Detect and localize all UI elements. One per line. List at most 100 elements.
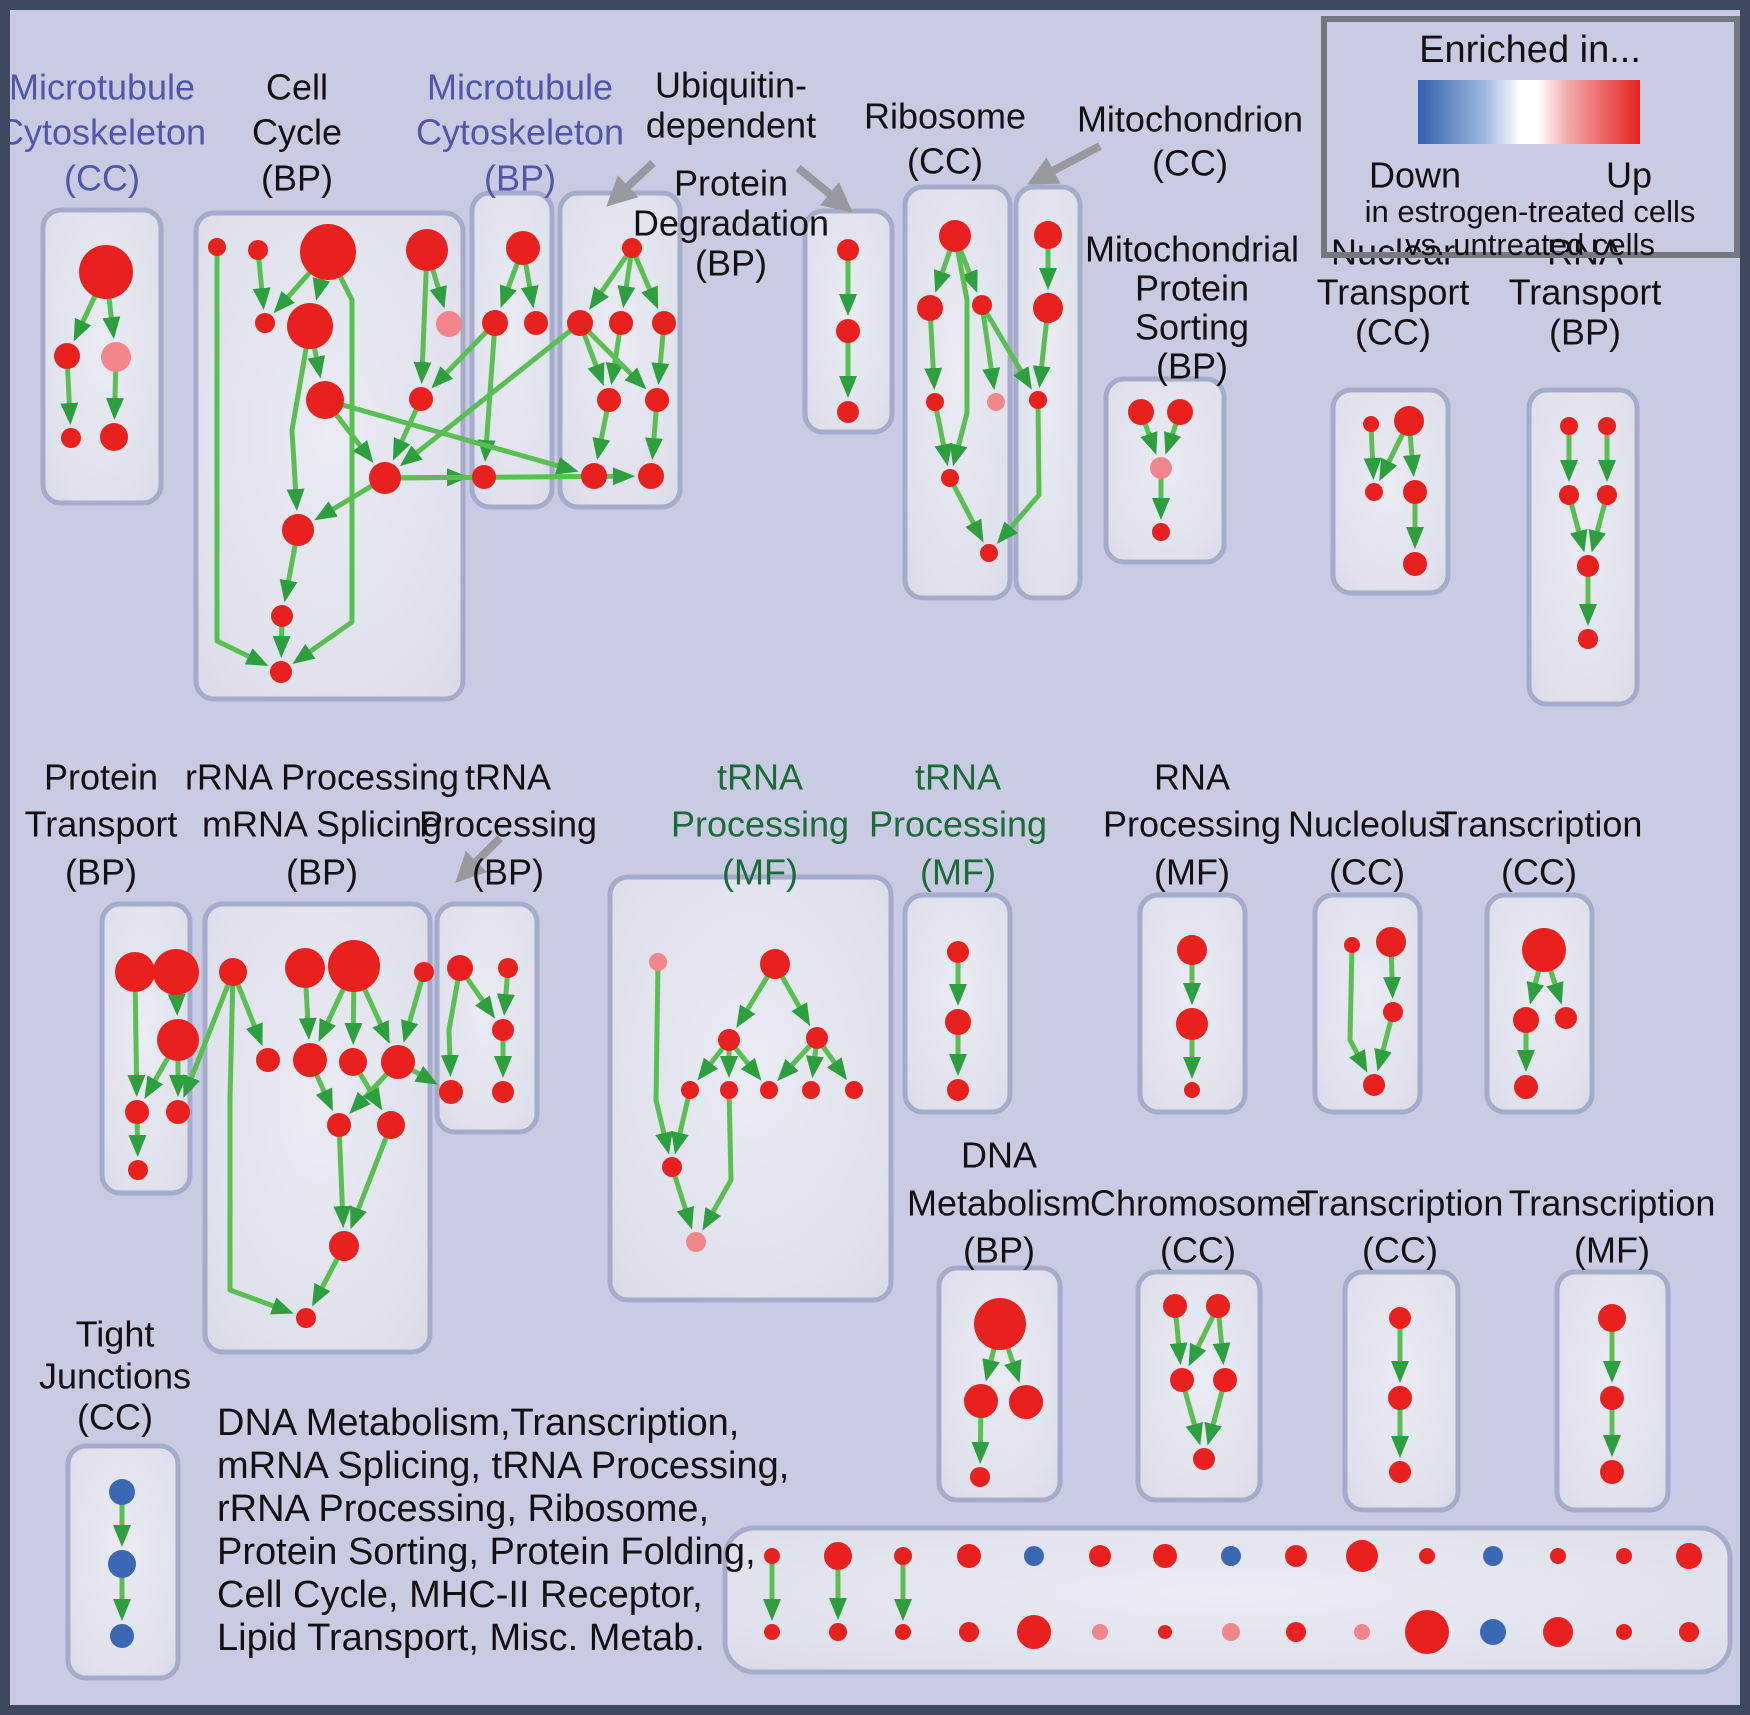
- relation-arrow: [1347, 944, 1368, 1073]
- relation-arrow: [350, 1124, 394, 1230]
- go-term-node-g6l2: [926, 393, 944, 411]
- go-term-node-w1t: [824, 1542, 852, 1570]
- label-line: Sorting: [1135, 307, 1249, 348]
- go-term-node-g9tr: [1394, 406, 1424, 436]
- node-layer: [54, 220, 1702, 1654]
- go-term-node-g4g: [638, 463, 664, 489]
- go-term-node-g17T: [1522, 928, 1566, 972]
- mitochondrion-cc-box: [1013, 184, 1083, 601]
- go-term-node-g9ml: [1365, 483, 1383, 501]
- label-line: Transcription: [1297, 1183, 1504, 1224]
- go-term-node-w2t: [894, 1547, 912, 1565]
- label-line: (CC): [1355, 312, 1431, 353]
- go-term-node-r0: [219, 958, 247, 986]
- relation-arrow: [286, 325, 313, 512]
- go-term-node-w11b: [1480, 1619, 1506, 1645]
- go-term-node-r3: [414, 962, 434, 982]
- go-term-node-g14b3: [760, 1081, 778, 1099]
- go-term-node-w6b: [1158, 1625, 1172, 1639]
- label-mitochondrion-cc: Mitochondrion(CC): [1077, 99, 1303, 184]
- legend-subtitle-1: in estrogen-treated cells: [1365, 194, 1696, 229]
- go-term-node-g18ml: [964, 1384, 998, 1418]
- go-term-node-g18T: [974, 1298, 1026, 1350]
- go-term-node-g11e: [166, 1100, 190, 1124]
- label-line: Processing: [869, 804, 1047, 845]
- go-term-node-w9t: [1346, 1540, 1378, 1572]
- label-protein-transport-bp: Protein Transport (BP): [25, 757, 178, 893]
- relation-arrow: [979, 303, 1032, 390]
- label-line: Protein: [1135, 268, 1249, 309]
- go-term-node-g10b: [1578, 629, 1598, 649]
- go-term-node-w3b: [959, 1622, 979, 1642]
- label-line: (BP): [1156, 346, 1228, 387]
- go-term-node-g11c: [157, 1019, 199, 1061]
- go-term-node-w10t: [1419, 1548, 1435, 1564]
- go-term-node-g5b: [836, 319, 860, 343]
- go-term-node-w8t: [1285, 1545, 1307, 1567]
- cell-cycle-bp-box: [193, 210, 466, 702]
- go-term-node-w4t: [1024, 1546, 1044, 1566]
- go-term-node-g21_1: [1598, 1304, 1626, 1332]
- go-term-node-g17b: [1514, 1075, 1538, 1099]
- go-term-node-c2: [300, 224, 356, 280]
- go-term-node-w8b: [1286, 1622, 1306, 1642]
- label-line: Cytoskeleton: [0, 112, 206, 153]
- go-term-node-g18mr: [1009, 1385, 1043, 1419]
- go-term-node-g5a: [837, 239, 859, 261]
- label-line: (CC): [77, 1397, 153, 1438]
- ribosome-cc-box: [902, 184, 1013, 601]
- go-term-node-g4t: [622, 238, 642, 258]
- label-rrna-processing-mrna-splicing-bp: rRNA Processing mRNA Splicing (BP): [185, 757, 459, 893]
- go-term-node-g6pk: [987, 393, 1005, 411]
- label-line: Cell: [266, 67, 328, 108]
- go-term-node-g4b: [609, 311, 633, 335]
- go-term-node-g10tl: [1560, 417, 1578, 435]
- go-term-node-g21_2: [1600, 1386, 1624, 1410]
- go-term-node-g6b: [980, 544, 998, 562]
- go-term-node-g14MR: [806, 1027, 828, 1049]
- label-transcription-mf: Transcription (MF): [1509, 1183, 1716, 1271]
- label-trna-processing-bp: tRNA Processing (BP): [419, 757, 597, 893]
- text-block-line: Cell Cycle, MHC-II Receptor,: [217, 1574, 703, 1616]
- go-term-node-g14ML: [718, 1029, 740, 1051]
- text-block-line: Lipid Transport, Misc. Metab.: [217, 1617, 705, 1659]
- relation-arrow: [384, 467, 636, 486]
- label-line: (CC): [1152, 143, 1228, 184]
- go-term-node-g20_2: [1388, 1386, 1412, 1410]
- go-term-node-g14b5: [845, 1081, 863, 1099]
- label-line: Cycle: [252, 112, 342, 153]
- go-term-node-g1c: [101, 342, 131, 372]
- label-line: Processing: [671, 804, 849, 845]
- go-term-node-g3r: [524, 311, 548, 335]
- label-line: Degradation: [633, 203, 829, 244]
- label-line: Tight: [76, 1314, 155, 1355]
- go-term-node-g14b1: [681, 1081, 699, 1099]
- go-term-node-g10ml: [1559, 485, 1579, 505]
- go-term-node-r4: [256, 1048, 280, 1072]
- label-rna-processing-mf: RNA Processing (MF): [1103, 757, 1281, 893]
- go-term-node-r2: [328, 940, 380, 992]
- text-block-line: Protein Sorting, Protein Folding,: [217, 1531, 756, 1573]
- label-line: rRNA Processing: [185, 757, 459, 798]
- go-term-node-g14b_3: [947, 1079, 969, 1101]
- go-term-node-c10: [282, 514, 314, 546]
- label-line: (BP): [472, 852, 544, 893]
- label-line: Protein: [44, 757, 158, 798]
- go-term-node-c5: [287, 303, 333, 349]
- label-line: (MF): [920, 852, 996, 893]
- label-ribosome-cc: Ribosome(CC): [864, 96, 1026, 182]
- rna-processing-mf-box: [1137, 892, 1248, 1115]
- label-line: Mitochondrion: [1077, 99, 1303, 140]
- go-term-node-w0t: [764, 1548, 780, 1564]
- label-line: Metabolism: [907, 1183, 1091, 1224]
- label-line: (BP): [695, 243, 767, 284]
- label-line: Mitochondrial: [1085, 229, 1299, 270]
- text-block-line: DNA Metabolism,Transcription,: [217, 1402, 739, 1444]
- transcription-cc-mid-box: [1484, 892, 1595, 1115]
- label-line: Chromosome: [1090, 1183, 1306, 1224]
- go-term-node-c4: [255, 313, 275, 333]
